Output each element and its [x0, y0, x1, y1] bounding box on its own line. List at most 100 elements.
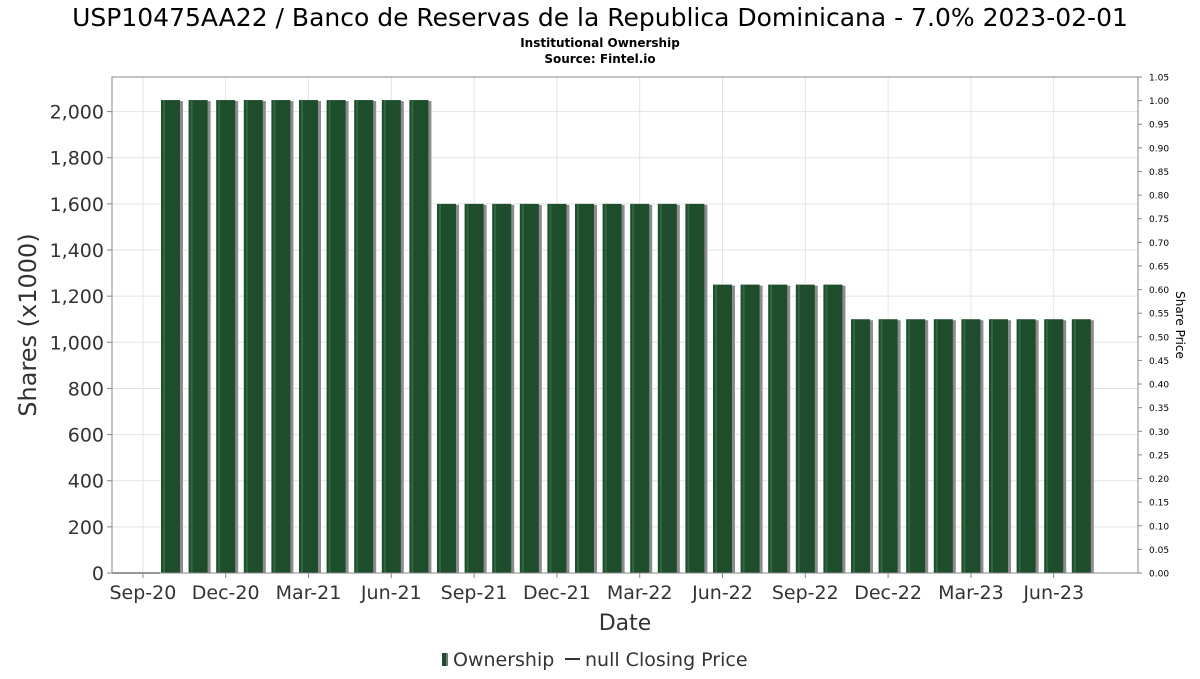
- bar-highlight: [963, 319, 966, 573]
- y-tick-label: 600: [68, 425, 104, 447]
- bar-highlight: [908, 319, 911, 573]
- y2-tick-label: 0.85: [1149, 168, 1169, 178]
- x-tick-label: Jun-22: [691, 582, 753, 604]
- bar-highlight: [439, 203, 441, 573]
- bar-highlight: [190, 100, 193, 574]
- bar-highlight: [218, 100, 221, 574]
- bar-highlight: [659, 203, 662, 573]
- y2-axis: 0.00 0.05 0.10 0.15 0.20 0.25 0.30 0.35 0.40 0.45…: [1138, 74, 1169, 580]
- y2-tick-label: 0.15: [1149, 499, 1169, 509]
- legend: Ownership null Closing Price: [442, 649, 748, 671]
- ownership-bar: [326, 100, 346, 574]
- plot-area: [111, 76, 1139, 574]
- ownership-bar: [630, 203, 650, 573]
- ownership-bar: [188, 100, 208, 574]
- x-tick-label: Sep-22: [772, 582, 839, 604]
- chart-source: Source: Fintel.io: [544, 52, 655, 66]
- y-axis-label: Shares (x1000): [14, 233, 42, 416]
- y2-tick-label: 0.35: [1149, 404, 1169, 414]
- ownership-bar: [354, 100, 374, 574]
- bar-highlight: [466, 203, 469, 573]
- chart-subtitle: Institutional Ownership: [520, 36, 680, 50]
- y2-tick-label: 1.05: [1149, 74, 1169, 84]
- ownership-bar: [519, 203, 539, 573]
- y-tick-label: 400: [68, 471, 104, 493]
- ownership-bar: [795, 284, 815, 573]
- y2-tick-label: 0.40: [1149, 381, 1169, 391]
- ownership-bar: [713, 284, 732, 573]
- x-tick-label: Jun-23: [1022, 582, 1084, 604]
- x-tick-label: Dec-21: [523, 582, 591, 604]
- y2-tick-label: 0.10: [1149, 522, 1169, 532]
- ownership-bar: [685, 203, 705, 573]
- ownership-bar: [740, 284, 760, 573]
- bar-highlight: [383, 100, 386, 574]
- y2-tick-label: 0.95: [1149, 121, 1169, 131]
- bar-highlight: [770, 284, 773, 573]
- ownership-bar: [161, 100, 180, 574]
- bar-highlight: [797, 284, 800, 573]
- ownership-bar: [1044, 319, 1064, 573]
- bar-highlight: [163, 100, 165, 574]
- ownership-bar: [1016, 319, 1036, 573]
- y2-axis-label: Share Price: [1173, 291, 1187, 359]
- y-tick-label: 2,000: [50, 102, 104, 124]
- legend-ownership-label: Ownership: [453, 649, 554, 671]
- bar-highlight: [715, 284, 717, 573]
- x-tick-label: Sep-20: [109, 582, 176, 604]
- bar-highlight: [494, 203, 497, 573]
- bars: [112, 100, 1094, 574]
- bar-highlight: [245, 100, 248, 574]
- legend-ownership-swatch: [442, 653, 448, 666]
- ownership-bar: [271, 100, 291, 574]
- y-tick-label: 0: [92, 563, 104, 585]
- ownership-bar: [381, 100, 401, 574]
- bar-highlight: [880, 319, 883, 573]
- ownership-bar: [933, 319, 953, 573]
- ownership-bar: [547, 203, 567, 573]
- bar-highlight: [549, 203, 552, 573]
- x-tick-label: Dec-20: [192, 582, 260, 604]
- bar-highlight: [1046, 319, 1049, 573]
- ownership-bar: [243, 100, 263, 574]
- bar-highlight: [1073, 319, 1076, 573]
- x-tick-label: Mar-23: [938, 582, 1004, 604]
- ownership-bar: [437, 203, 456, 573]
- legend-ownership-swatch-shade: [446, 653, 448, 666]
- x-axis: Sep-20 Dec-20 Mar-21 Jun-21 Sep-21 Dec-21 Mar-…: [109, 573, 1084, 604]
- ownership-bar: [216, 100, 236, 574]
- bar-highlight: [521, 203, 524, 573]
- bar-highlight: [411, 100, 414, 574]
- bar-highlight: [273, 100, 276, 574]
- x-tick-label: Mar-22: [607, 582, 673, 604]
- ownership-bar: [906, 319, 926, 573]
- ownership-bar: [878, 319, 898, 573]
- y2-tick-label: 0.55: [1149, 310, 1169, 320]
- x-tick-label: Jun-21: [360, 582, 422, 604]
- grid-lines: [112, 77, 1138, 574]
- bar-highlight: [604, 203, 607, 573]
- y2-tick-label: 0.65: [1149, 262, 1169, 272]
- y2-tick-label: 0.05: [1149, 546, 1169, 556]
- ownership-bar: [602, 203, 622, 573]
- y-tick-label: 1,200: [50, 286, 104, 308]
- y2-tick-label: 0.80: [1149, 192, 1169, 202]
- chart-title: USP10475AA22 / Banco de Reservas de la R…: [72, 3, 1128, 32]
- y-axis: 0 200 400 600 800 1,000 1,200 1,400 1,600 1,800 2,…: [50, 102, 112, 585]
- bar-highlight: [742, 284, 745, 573]
- ownership-bar: [823, 284, 843, 573]
- y-tick-label: 1,400: [50, 240, 104, 262]
- ownership-bar: [851, 319, 870, 573]
- bar-highlight: [356, 100, 359, 574]
- y-tick-label: 800: [68, 378, 104, 400]
- ownership-bar: [464, 203, 484, 573]
- bar-highlight: [1018, 319, 1021, 573]
- bar-highlight: [577, 203, 579, 573]
- y-tick-label: 1,000: [50, 332, 104, 354]
- x-axis-label: Date: [599, 611, 652, 636]
- ownership-bar: [1071, 319, 1091, 573]
- ownership-bar: [989, 319, 1008, 573]
- y2-tick-label: 0.70: [1149, 239, 1169, 249]
